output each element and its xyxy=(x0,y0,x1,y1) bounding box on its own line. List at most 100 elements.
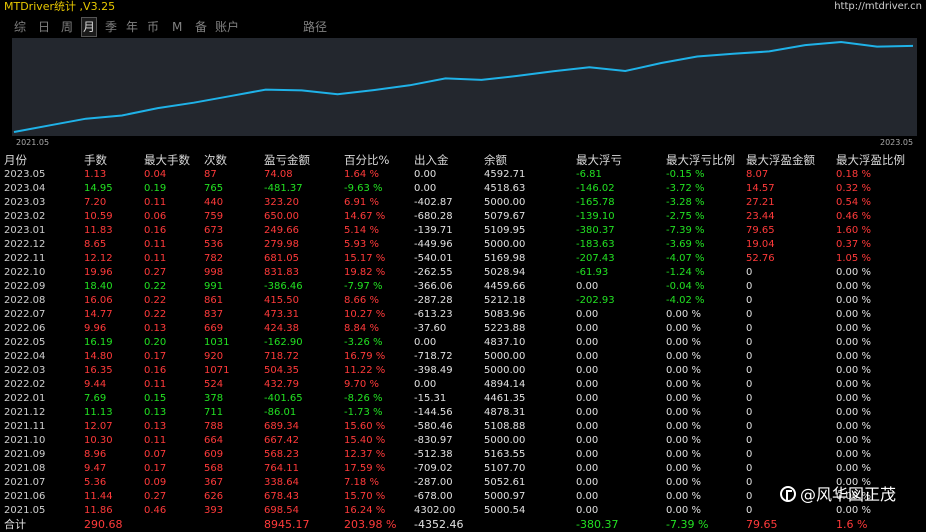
header-max-floating-profit-pct[interactable]: 最大浮盈比例 xyxy=(836,153,905,167)
cell-max-drawdown: -207.43 xyxy=(576,253,615,264)
table-row[interactable]: 2022.04 14.80 0.17 920 718.72 16.79 % -718.72 5… xyxy=(0,350,926,364)
total-lots: 290.68 xyxy=(84,518,123,531)
table-row[interactable]: 2021.12 11.13 0.13 711 -86.01 -1.73 % -144.56 4… xyxy=(0,406,926,420)
tab-9[interactable]: 账户 xyxy=(215,20,240,34)
cell-percent: 17.59 % xyxy=(344,463,386,474)
header-balance[interactable]: 余额 xyxy=(484,153,507,167)
cell-pnl: 338.64 xyxy=(264,477,299,488)
cell-lots: 9.47 xyxy=(84,463,107,474)
header-lots[interactable]: 手数 xyxy=(84,153,107,167)
table-row[interactable]: 2022.11 12.12 0.11 782 681.05 15.17 % -540.01 5… xyxy=(0,252,926,266)
table-row[interactable]: 2021.05 11.86 0.46 393 698.54 16.24 % 4302.00 5… xyxy=(0,504,926,518)
cell-percent: 8.84 % xyxy=(344,323,379,334)
cell-max-floating-profit: 0 xyxy=(746,449,753,460)
cell-percent: 11.22 % xyxy=(344,365,386,376)
cell-max-drawdown-pct: 0.00 % xyxy=(666,505,701,516)
cell-max-lots: 0.22 xyxy=(144,281,167,292)
cell-month: 2022.02 xyxy=(4,379,46,390)
table-row[interactable]: 2022.02 9.44 0.11 524 432.79 9.70 % 0.00 4894.1… xyxy=(0,378,926,392)
table-row[interactable]: 2022.05 16.19 0.20 1031 -162.90 -3.26 % 0.00 48… xyxy=(0,336,926,350)
cell-max-drawdown: -61.93 xyxy=(576,267,609,278)
table-row[interactable]: 2023.02 10.59 0.06 759 650.00 14.67 % -680.28 5… xyxy=(0,210,926,224)
cell-month: 2023.01 xyxy=(4,225,46,236)
cell-lots: 11.44 xyxy=(84,491,113,502)
cell-count: 393 xyxy=(204,505,224,516)
cell-max-floating-profit-pct: 0.00 % xyxy=(836,463,871,474)
cell-count: 991 xyxy=(204,281,224,292)
cell-max-drawdown: 0.00 xyxy=(576,421,599,432)
tab-10[interactable]: 路径 xyxy=(303,20,328,34)
header-month[interactable]: 月份 xyxy=(4,153,27,167)
total-percent: 203.98 % xyxy=(344,518,397,531)
table-row[interactable]: 2023.05 1.13 0.04 87 74.08 1.64 % 0.00 4592.71 -… xyxy=(0,168,926,182)
cell-pnl: 678.43 xyxy=(264,491,299,502)
cell-count: 765 xyxy=(204,183,224,194)
cell-pnl: -386.46 xyxy=(264,281,303,292)
table-row[interactable]: 2021.08 9.47 0.17 568 764.11 17.59 % -709.02 51… xyxy=(0,462,926,476)
cell-count: 524 xyxy=(204,379,224,390)
cell-max-lots: 0.13 xyxy=(144,407,167,418)
tab-7[interactable]: M xyxy=(172,20,183,34)
table-row[interactable]: 2022.08 16.06 0.22 861 415.50 8.66 % -287.28 52… xyxy=(0,294,926,308)
watermark-text: @风华図正茂 xyxy=(800,485,897,504)
table-row[interactable]: 2022.12 8.65 0.11 536 279.98 5.93 % -449.96 500… xyxy=(0,238,926,252)
table-row[interactable]: 2023.03 7.20 0.11 440 323.20 6.91 % -402.87 500… xyxy=(0,196,926,210)
cell-percent: 8.66 % xyxy=(344,295,379,306)
cell-month: 2023.05 xyxy=(4,169,46,180)
cell-max-drawdown: 0.00 xyxy=(576,435,599,446)
cell-pnl: -401.65 xyxy=(264,393,303,404)
tab-0[interactable]: 综 xyxy=(14,20,27,34)
cell-max-floating-profit-pct: 0.00 % xyxy=(836,505,871,516)
header-max-floating-profit[interactable]: 最大浮盈金额 xyxy=(746,153,815,167)
app-url-link[interactable]: http://mtdriver.cn xyxy=(834,1,922,12)
cell-max-floating-profit: 0 xyxy=(746,337,753,348)
table-row[interactable]: 2021.10 10.30 0.11 664 667.42 15.40 % -830.97 5… xyxy=(0,434,926,448)
cell-percent: 9.70 % xyxy=(344,379,379,390)
cell-deposit: -580.46 xyxy=(414,421,453,432)
cell-max-floating-profit: 0 xyxy=(746,491,753,502)
header-max-drawdown-pct[interactable]: 最大浮亏比例 xyxy=(666,153,735,167)
cell-max-drawdown-pct: 0.00 % xyxy=(666,351,701,362)
table-header: 月份 手数 最大手数 次数 盈亏金额 百分比% 出入金 余额 最大浮亏 最大浮亏比例 最大浮盈金额 最… xyxy=(0,152,926,168)
table-row[interactable]: 2022.07 14.77 0.22 837 473.31 10.27 % -613.23 5… xyxy=(0,308,926,322)
cell-max-floating-profit: 0 xyxy=(746,421,753,432)
cell-balance: 4592.71 xyxy=(484,169,526,180)
cell-lots: 9.44 xyxy=(84,379,107,390)
header-max-lots[interactable]: 最大手数 xyxy=(144,153,190,167)
table-row[interactable]: 2022.06 9.96 0.13 669 424.38 8.84 % -37.60 5223… xyxy=(0,322,926,336)
table-row[interactable]: 2021.11 12.07 0.13 788 689.34 15.60 % -580.46 5… xyxy=(0,420,926,434)
tab-3[interactable]: 月 xyxy=(80,17,98,37)
tab-4[interactable]: 季 xyxy=(105,20,118,34)
table-row[interactable]: 2022.03 16.35 0.16 1071 504.35 11.22 % -398.49… xyxy=(0,364,926,378)
cell-month: 2021.07 xyxy=(4,477,46,488)
header-max-drawdown[interactable]: 最大浮亏 xyxy=(576,153,622,167)
header-count[interactable]: 次数 xyxy=(204,153,227,167)
header-percent[interactable]: 百分比% xyxy=(344,153,390,167)
tab-5[interactable]: 年 xyxy=(126,20,139,34)
tab-1[interactable]: 日 xyxy=(38,20,51,34)
cell-count: 788 xyxy=(204,421,224,432)
table-row[interactable]: 2022.01 7.69 0.15 378 -401.65 -8.26 % -15.31 44… xyxy=(0,392,926,406)
cell-count: 673 xyxy=(204,225,224,236)
table-row[interactable]: 2023.01 11.83 0.16 673 249.66 5.14 % -139.71 51… xyxy=(0,224,926,238)
tab-2[interactable]: 周 xyxy=(61,20,74,34)
tab-6[interactable]: 币 xyxy=(147,20,160,34)
cell-pnl: 473.31 xyxy=(264,309,299,320)
table-row[interactable]: 2022.10 19.96 0.27 998 831.83 19.82 % -262.55 5… xyxy=(0,266,926,280)
cell-balance: 4461.35 xyxy=(484,393,526,404)
table-row[interactable]: 2021.06 11.44 0.27 626 678.43 15.70 % -678.00 5… xyxy=(0,490,926,504)
total-max-drawdown-pct: -7.39 % xyxy=(666,518,709,531)
cell-max-drawdown: -146.02 xyxy=(576,183,615,194)
table-row[interactable]: 2023.04 14.95 0.19 765 -481.37 -9.63 % 0.00 451… xyxy=(0,182,926,196)
cell-balance: 5028.94 xyxy=(484,267,526,278)
table-row[interactable]: 2022.09 18.40 0.22 991 -386.46 -7.97 % -366.06… xyxy=(0,280,926,294)
total-max-floating-profit-pct: 1.6 % xyxy=(836,518,868,531)
header-deposit[interactable]: 出入金 xyxy=(414,153,449,167)
cell-deposit: 4302.00 xyxy=(414,505,456,516)
cell-max-lots: 0.11 xyxy=(144,253,167,264)
header-pnl[interactable]: 盈亏金额 xyxy=(264,153,310,167)
table-row[interactable]: 2021.09 8.96 0.07 609 568.23 12.37 % -512.38 51… xyxy=(0,448,926,462)
tab-8[interactable]: 备 xyxy=(195,20,208,34)
table-row[interactable]: 2021.07 5.36 0.09 367 338.64 7.18 % -287.00 505… xyxy=(0,476,926,490)
total-row: 合计 290.68 8945.17 203.98 % -4352.46 -380.37 -7… xyxy=(0,518,926,532)
